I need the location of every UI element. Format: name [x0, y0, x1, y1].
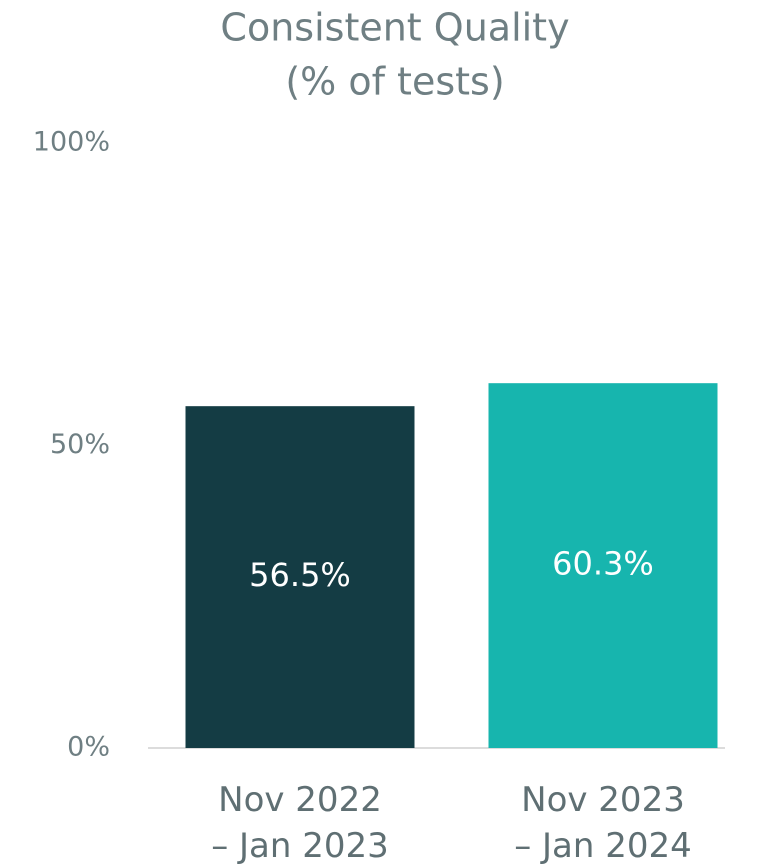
- chart-title: Consistent Quality: [220, 6, 569, 50]
- y-tick-label: 50%: [50, 429, 110, 460]
- y-tick-label: 0%: [67, 732, 110, 763]
- y-tick-label: 100%: [33, 127, 110, 158]
- value-label: 56.5%: [249, 556, 351, 594]
- chart-subtitle: (% of tests): [285, 60, 504, 104]
- bar: [488, 383, 718, 748]
- value-label: 60.3%: [552, 545, 654, 583]
- x-tick-label: Nov 2023 – Jan 2024: [514, 780, 692, 865]
- bar: [185, 406, 415, 748]
- x-tick-label: Nov 2022 – Jan 2023: [211, 780, 389, 865]
